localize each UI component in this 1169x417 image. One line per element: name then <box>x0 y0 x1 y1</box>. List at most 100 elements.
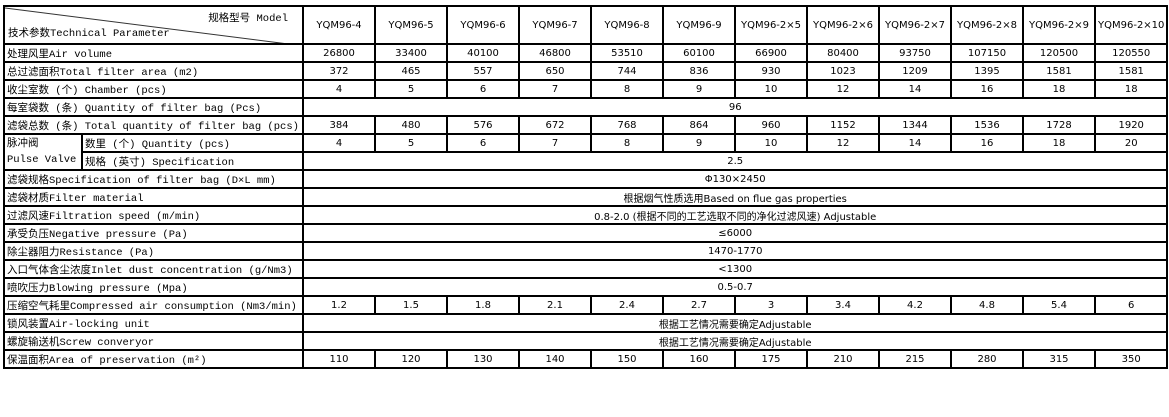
header-corner-cell: 规格型号 Model 技术参数Technical Parameter <box>3 5 304 45</box>
table-cell: 根据工艺情况需要确定Adjustable <box>301 313 1169 333</box>
table-row-compressed-air: 压缩空气耗里Compressed air consumption (Nm3/mi… <box>3 295 1169 315</box>
row-label: 过滤风速Filtration speed (m/min) <box>3 205 304 225</box>
table-cell: 140 <box>518 349 592 369</box>
table-row-preservation: 保温面积Area of preservation (m²) 110 120 130 14… <box>3 349 1169 369</box>
table-cell: 1581 <box>1022 61 1096 81</box>
row-label: 滤袋材质Filter material <box>3 187 304 207</box>
table-cell: 8 <box>590 133 664 153</box>
table-cell: 160 <box>662 349 736 369</box>
table-cell: 864 <box>662 115 736 135</box>
table-cell: 60100 <box>662 43 736 63</box>
model-header: YQM96-9 <box>662 5 736 45</box>
table-cell: 1536 <box>950 115 1024 135</box>
table-cell: 33400 <box>374 43 448 63</box>
diagonal-divider <box>6 8 277 42</box>
table-cell: 8 <box>590 79 664 99</box>
table-cell: 16 <box>950 133 1024 153</box>
model-header: YQM96-2×7 <box>878 5 952 45</box>
table-cell: 5 <box>374 79 448 99</box>
table-cell: 650 <box>518 61 592 81</box>
table-cell: 根据烟气性质选用Based on flue gas properties <box>301 187 1169 207</box>
table-cell: 5 <box>374 133 448 153</box>
table-row-bag-spec: 滤袋规格Specification of filter bag (D×L mm)… <box>3 169 1169 189</box>
model-header: YQM96-2×10 <box>1093 5 1169 45</box>
table-row-resistance: 除尘器阻力Resistance (Pa) 1470-1770 <box>3 241 1169 261</box>
table-cell: 5.4 <box>1022 295 1096 315</box>
table-cell: 96 <box>301 97 1169 117</box>
table-cell: 2.7 <box>662 295 736 315</box>
table-cell: 215 <box>878 349 952 369</box>
table-cell: 576 <box>446 115 520 135</box>
table-cell: 210 <box>806 349 880 369</box>
table-cell: 480 <box>374 115 448 135</box>
pulse-valve-en: Pulse Valve <box>7 154 77 166</box>
table-cell: Φ130×2450 <box>301 169 1169 189</box>
table-cell: 836 <box>662 61 736 81</box>
pulse-valve-label: 脉冲阀 Pulse Valve <box>3 133 83 171</box>
row-label: 保温面积Area of preservation (m²) <box>3 349 304 369</box>
table-cell: 4 <box>302 133 376 153</box>
table-cell: 315 <box>1022 349 1096 369</box>
table-cell: 1.8 <box>446 295 520 315</box>
row-label: 除尘器阻力Resistance (Pa) <box>3 241 304 261</box>
table-cell: 12 <box>806 79 880 99</box>
table-cell: 4.2 <box>878 295 952 315</box>
table-cell: 9 <box>662 79 736 99</box>
row-label: 承受负压Negative pressure (Pa) <box>3 223 304 243</box>
table-cell: 3.4 <box>806 295 880 315</box>
table-cell: 10 <box>734 79 808 99</box>
table-cell: 18 <box>1093 79 1169 99</box>
table-cell: 2.5 <box>301 151 1169 171</box>
table-cell: 672 <box>518 115 592 135</box>
table-row-bags-per-chamber: 每室袋数 (条) Quantity of filter bag (Pcs) 96 <box>3 97 1169 117</box>
table-cell: 2.1 <box>518 295 592 315</box>
row-label: 每室袋数 (条) Quantity of filter bag (Pcs) <box>3 97 304 117</box>
table-cell: 14 <box>878 79 952 99</box>
table-cell: 14 <box>878 133 952 153</box>
table-cell: 1395 <box>950 61 1024 81</box>
table-row-chamber: 收尘室数 (个) Chamber (pcs) 4 5 6 7 8 9 10 12 14 16 18 18 <box>3 79 1169 99</box>
pulse-valve-cn: 脉冲阀 <box>7 138 39 150</box>
row-label: 规格 (英寸) Specification <box>81 151 304 171</box>
table-cell: <1300 <box>301 259 1169 279</box>
table-cell: 120500 <box>1022 43 1096 63</box>
table-cell: 4 <box>302 79 376 99</box>
table-row-total-bags: 滤袋总数 (条) Total quantity of filter bag (p… <box>3 115 1169 135</box>
table-row-air-locking: 锁风装置Air-locking unit 根据工艺情况需要确定Adjustable <box>3 313 1169 333</box>
table-cell: 557 <box>446 61 520 81</box>
table-cell: 0.5-0.7 <box>301 277 1169 297</box>
table-cell: 16 <box>950 79 1024 99</box>
table-cell: 4.8 <box>950 295 1024 315</box>
table-cell: 1344 <box>878 115 952 135</box>
row-label: 压缩空气耗里Compressed air consumption (Nm3/mi… <box>3 295 304 315</box>
table-cell: 465 <box>374 61 448 81</box>
table-cell: 107150 <box>950 43 1024 63</box>
table-row-filter-area: 总过滤面积Total filter area (m2) 372 465 557 650 7… <box>3 61 1169 81</box>
table-cell: 26800 <box>302 43 376 63</box>
table-cell: 3 <box>734 295 808 315</box>
table-cell: 10 <box>734 133 808 153</box>
table-cell: 1581 <box>1093 61 1169 81</box>
model-header: YQM96-2×5 <box>734 5 808 45</box>
table-cell: 110 <box>302 349 376 369</box>
table-cell: 1209 <box>878 61 952 81</box>
table-cell: 744 <box>590 61 664 81</box>
table-row-air-volume: 处理风里Air volume 26800 33400 40100 46800 53510 6… <box>3 43 1169 63</box>
model-header: YQM96-2×9 <box>1022 5 1096 45</box>
table-cell: 384 <box>302 115 376 135</box>
table-cell: 930 <box>734 61 808 81</box>
row-label: 数里 (个) Quantity (pcs) <box>81 133 304 153</box>
table-row-filter-material: 滤袋材质Filter material 根据烟气性质选用Based on flue… <box>3 187 1169 207</box>
table-row-negative-pressure: 承受负压Negative pressure (Pa) ≤6000 <box>3 223 1169 243</box>
table-cell: ≤6000 <box>301 223 1169 243</box>
table-cell: 130 <box>446 349 520 369</box>
model-label: 规格型号 Model <box>208 13 288 25</box>
table-cell: 1728 <box>1022 115 1096 135</box>
table-cell: 9 <box>662 133 736 153</box>
table-cell: 350 <box>1093 349 1169 369</box>
table-cell: 7 <box>518 79 592 99</box>
row-label: 锁风装置Air-locking unit <box>3 313 304 333</box>
table-cell: 120550 <box>1093 43 1169 63</box>
model-header: YQM96-8 <box>590 5 664 45</box>
table-cell: 40100 <box>446 43 520 63</box>
